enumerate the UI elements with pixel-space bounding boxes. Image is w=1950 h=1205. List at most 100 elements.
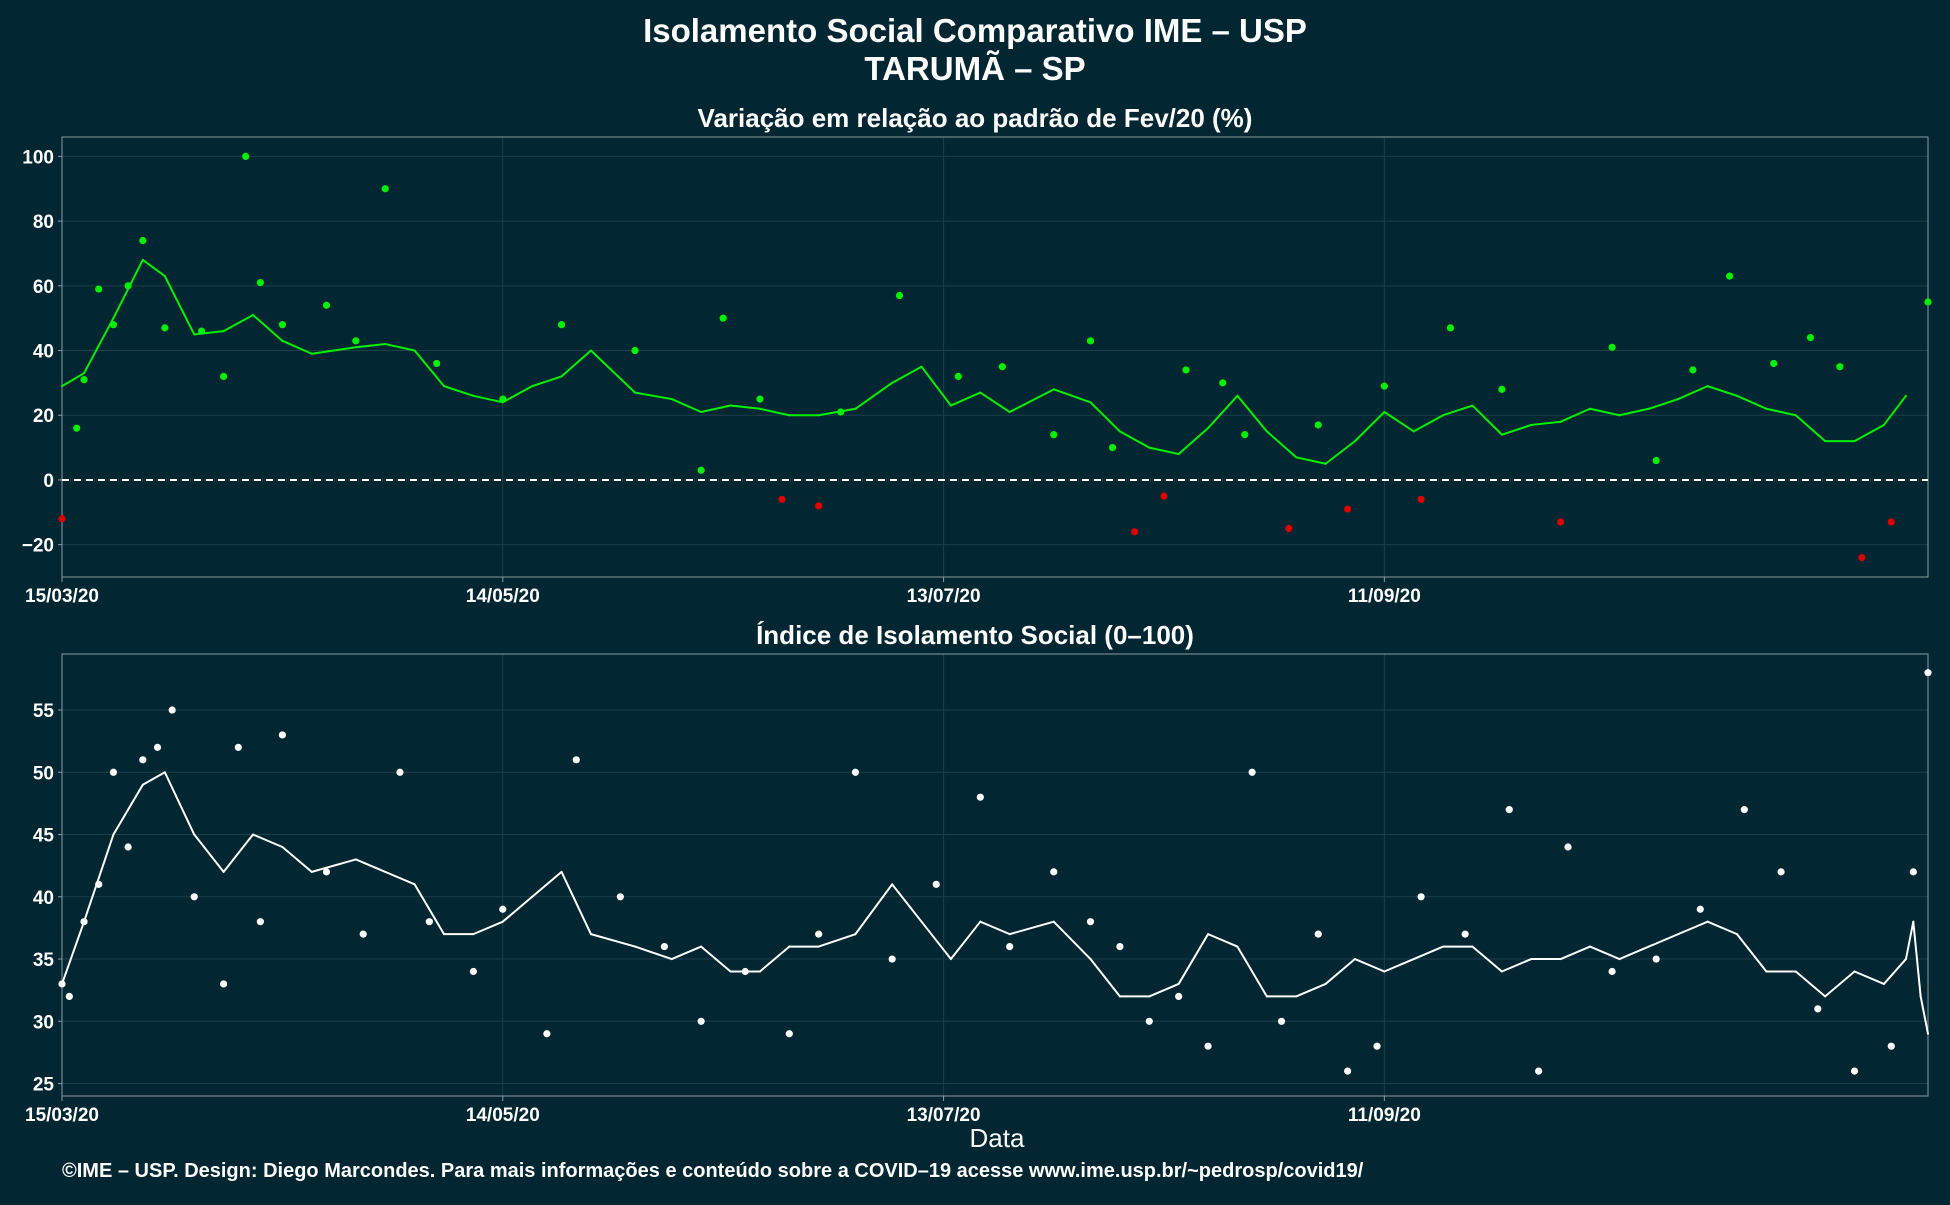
data-point bbox=[1145, 1017, 1153, 1025]
trend-line-segment bbox=[729, 404, 761, 410]
data-point bbox=[1182, 366, 1190, 374]
trend-line-segment bbox=[854, 381, 894, 410]
plot-border bbox=[61, 653, 1929, 1097]
trend-line-segment bbox=[1500, 423, 1533, 436]
y-tick-label: 0 bbox=[43, 471, 54, 492]
trend-line-segment bbox=[252, 833, 284, 848]
data-point bbox=[1689, 366, 1697, 374]
data-point bbox=[95, 880, 103, 888]
trend-line-segment bbox=[531, 870, 563, 898]
trend-line-segment bbox=[891, 365, 923, 384]
footer-caption: ©IME – USP. Design: Diego Marcondes. Par… bbox=[62, 1160, 1364, 1182]
trend-line-segment bbox=[1177, 427, 1210, 456]
data-point bbox=[1277, 1017, 1286, 1025]
trend-line-segment bbox=[758, 407, 791, 417]
data-point bbox=[631, 346, 639, 355]
y-tick-label: 25 bbox=[33, 1075, 55, 1096]
trend-line-segment bbox=[1853, 970, 1885, 985]
data-point bbox=[1608, 343, 1616, 351]
data-point bbox=[1924, 298, 1932, 306]
trend-line-segment bbox=[1052, 388, 1092, 404]
data-point bbox=[1086, 337, 1095, 345]
trend-line-segment bbox=[1647, 933, 1680, 948]
data-point bbox=[741, 967, 749, 976]
data-point bbox=[1726, 272, 1734, 280]
trend-line-segment bbox=[1324, 958, 1356, 985]
data-point bbox=[1344, 505, 1352, 513]
trend-line-segment bbox=[443, 385, 475, 397]
data-point bbox=[433, 359, 441, 368]
data-point bbox=[1887, 1042, 1895, 1050]
trend-line-segment bbox=[817, 933, 857, 948]
data-point bbox=[220, 980, 228, 988]
data-point bbox=[697, 1017, 705, 1025]
x-tick-label: 14/05/20 bbox=[466, 586, 540, 607]
trend-line-segment bbox=[163, 771, 196, 836]
trend-line-segment bbox=[193, 833, 225, 873]
trend-line-segment bbox=[758, 945, 791, 973]
data-point bbox=[1130, 528, 1139, 536]
data-point bbox=[1696, 905, 1704, 913]
data-point bbox=[660, 942, 669, 951]
trend-line-segment bbox=[141, 258, 166, 278]
trend-line-segment bbox=[1824, 970, 1856, 998]
trend-line-segment bbox=[1412, 414, 1445, 433]
x-tick-label: 15/03/20 bbox=[25, 586, 99, 607]
data-point bbox=[1806, 333, 1815, 342]
trend-line-segment bbox=[413, 349, 446, 388]
y-tick-label: 40 bbox=[33, 888, 54, 909]
data-point bbox=[1858, 553, 1866, 562]
trend-line-segment bbox=[949, 391, 982, 407]
data-point bbox=[1248, 768, 1256, 776]
data-point bbox=[1344, 1067, 1352, 1075]
trend-line-segment bbox=[83, 317, 115, 375]
y-tick-label: 55 bbox=[33, 701, 55, 722]
trend-line-segment bbox=[1559, 407, 1592, 423]
data-point bbox=[895, 291, 904, 300]
data-point bbox=[109, 768, 118, 776]
trend-line-segment bbox=[1618, 945, 1650, 961]
data-point bbox=[359, 930, 367, 938]
y-tick-label: 60 bbox=[33, 277, 54, 298]
data-point bbox=[1564, 843, 1572, 851]
x-tick-label: 13/07/20 bbox=[907, 1105, 981, 1126]
trend-line-segment bbox=[634, 945, 673, 961]
trend-line-segment bbox=[670, 945, 703, 961]
data-point bbox=[425, 918, 433, 926]
data-point bbox=[109, 321, 118, 329]
data-point bbox=[197, 327, 206, 335]
x-tick-label: 11/09/20 bbox=[1348, 1105, 1421, 1126]
trend-line-segment bbox=[1008, 920, 1055, 936]
plot-border bbox=[61, 136, 1929, 578]
trend-line-segment bbox=[222, 833, 255, 873]
trend-line-segment bbox=[531, 375, 563, 388]
data-point bbox=[322, 868, 331, 876]
data-point bbox=[998, 363, 1006, 371]
data-point bbox=[1108, 443, 1117, 452]
trend-line-segment bbox=[1589, 945, 1621, 961]
data-point bbox=[256, 918, 264, 926]
y-tick-label: −20 bbox=[22, 536, 54, 557]
trend-line-segment bbox=[979, 920, 1011, 936]
data-point bbox=[58, 515, 66, 523]
y-tick-label: 80 bbox=[33, 212, 54, 233]
trend-line-segment bbox=[252, 313, 284, 342]
data-point bbox=[190, 893, 198, 901]
trend-line-segment bbox=[1919, 995, 1929, 1035]
trend-line-segment bbox=[1853, 423, 1885, 443]
data-point bbox=[1909, 868, 1917, 876]
data-point bbox=[1608, 967, 1616, 976]
data-point bbox=[278, 731, 286, 739]
trend-line-segment bbox=[891, 883, 923, 923]
data-point bbox=[1446, 324, 1455, 332]
data-point bbox=[242, 152, 250, 161]
data-point bbox=[124, 282, 132, 290]
data-point bbox=[1836, 363, 1844, 371]
trend-line-segment bbox=[1904, 920, 1915, 961]
trend-line-segment bbox=[1735, 394, 1768, 410]
trend-line-segment bbox=[589, 349, 637, 394]
data-point bbox=[1777, 868, 1785, 876]
data-point bbox=[469, 967, 478, 976]
trend-line-segment bbox=[1148, 446, 1180, 456]
trend-line-segment bbox=[384, 870, 416, 886]
